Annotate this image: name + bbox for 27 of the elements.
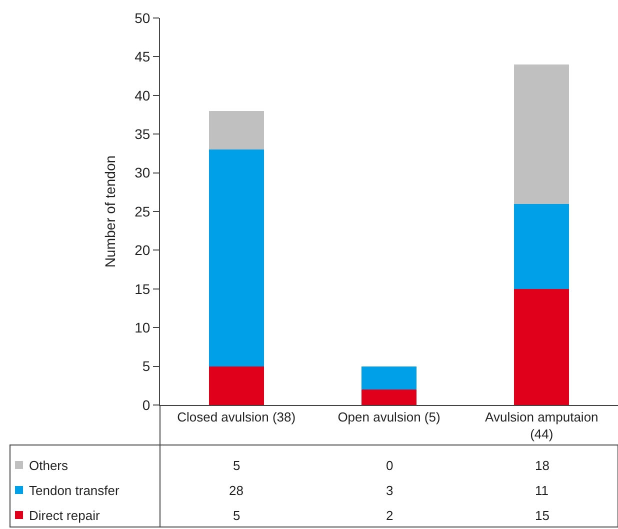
data-label: 3 [386, 483, 394, 498]
legend-label: Direct repair [29, 508, 100, 523]
y-tick-label: 30 [134, 164, 150, 181]
y-tick-label: 20 [134, 242, 150, 258]
y-tick-label: 0 [142, 396, 150, 413]
data-label: 2 [386, 508, 394, 523]
y-tick-label: 35 [134, 126, 150, 142]
x-tick-label: Avulsion amputaion (44) [485, 410, 598, 442]
y-tick-label: 45 [134, 48, 150, 65]
y-tick-label: 5 [142, 358, 150, 374]
y-tick-label: 10 [134, 320, 150, 336]
data-label: 5 [233, 458, 240, 473]
data-label: 18 [535, 458, 550, 473]
y-tick-label: 40 [134, 87, 150, 104]
legend-label: Others [29, 458, 69, 473]
x-tick-label: Closed avulsion (38) [177, 410, 296, 425]
data-label: 0 [386, 458, 394, 473]
data-label: 28 [229, 483, 244, 498]
y-tick-label: 50 [134, 10, 150, 26]
y-tick-label: 15 [134, 280, 150, 297]
y-axis-title: Number of tendon [102, 155, 118, 268]
legend-label: Tendon transfer [29, 483, 120, 498]
data-label: 5 [233, 508, 240, 523]
data-label: 15 [535, 508, 550, 523]
y-tick-label: 25 [134, 203, 150, 220]
x-tick-label: Open avulsion (5) [338, 410, 440, 425]
data-label: 11 [535, 483, 548, 498]
